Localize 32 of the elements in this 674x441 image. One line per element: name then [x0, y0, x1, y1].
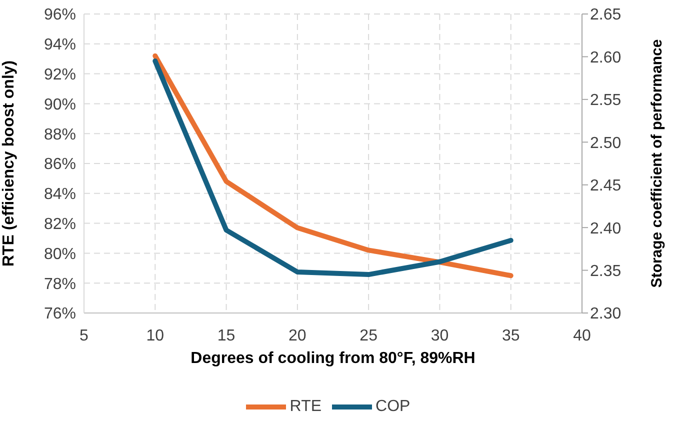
- y2-axis-title: Storage coefficient of performance: [648, 39, 666, 288]
- y2-tick-label: 2.55: [590, 92, 622, 110]
- y-tick-label: 88%: [44, 126, 76, 144]
- y-tick-label: 78%: [44, 276, 76, 293]
- y2-tick-label: 2.35: [590, 262, 622, 280]
- x-tick-label: 40: [573, 327, 591, 344]
- y-axis-title: RTE (efficiency boost only): [0, 60, 18, 267]
- y2-tick-label: 2.40: [590, 220, 622, 238]
- y-tick-label: 86%: [44, 156, 76, 174]
- y-tick-label: 96%: [44, 6, 76, 24]
- x-axis-title: Degrees of cooling from 80°F, 89%RH: [190, 350, 476, 367]
- y-tick-label: 82%: [44, 216, 76, 233]
- legend-label: COP: [376, 398, 410, 416]
- x-tick-label: 20: [288, 327, 306, 344]
- y2-tick-label: 2.50: [590, 134, 622, 152]
- y2-tick-label: 2.30: [590, 306, 622, 323]
- y2-tick-label: 2.60: [590, 49, 622, 66]
- y-tick-label: 92%: [44, 66, 76, 84]
- y-tick-label: 76%: [44, 306, 76, 323]
- legend-label: RTE: [290, 398, 322, 416]
- y-tick-label: 94%: [44, 36, 76, 54]
- x-tick-label: 30: [430, 327, 449, 344]
- x-tick-label: 35: [502, 327, 520, 344]
- x-tick-label: 5: [80, 327, 89, 344]
- y-tick-label: 80%: [44, 246, 76, 263]
- x-tick-label: 15: [217, 327, 236, 344]
- y2-tick-label: 2.65: [590, 6, 622, 24]
- x-tick-label: 10: [146, 327, 164, 344]
- y-tick-label: 84%: [44, 186, 76, 204]
- x-tick-label: 25: [360, 327, 378, 344]
- y-tick-label: 90%: [44, 96, 76, 114]
- y2-tick-label: 2.45: [590, 178, 622, 195]
